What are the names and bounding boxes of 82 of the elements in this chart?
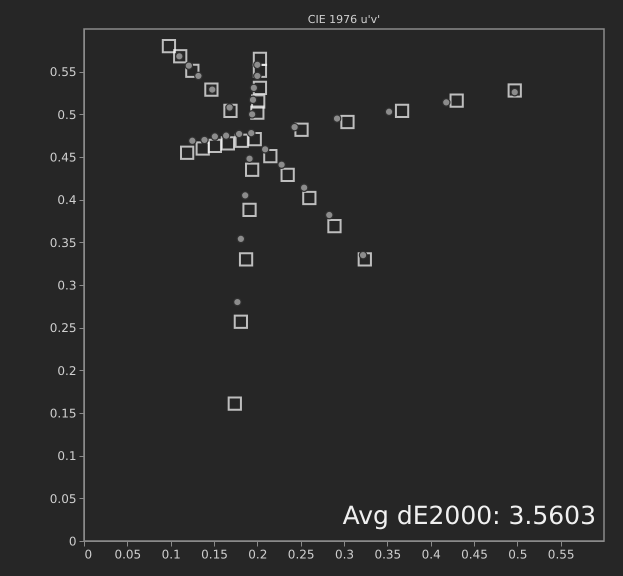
point <box>252 80 268 96</box>
point <box>248 132 262 146</box>
point <box>204 82 219 97</box>
point <box>234 130 244 138</box>
point <box>228 396 242 411</box>
point <box>248 110 256 119</box>
point <box>250 84 258 92</box>
point <box>260 145 270 154</box>
x-tick-label: 0.45 <box>461 548 488 562</box>
point <box>294 122 309 137</box>
x-tick-label: 0.1 <box>162 548 181 562</box>
point <box>242 202 257 218</box>
x-tick-label: 0.4 <box>422 548 441 562</box>
point <box>277 160 286 169</box>
point <box>208 138 222 154</box>
point <box>240 191 250 200</box>
y-tick-label: 0.4 <box>57 193 76 208</box>
point <box>234 134 249 148</box>
point <box>173 49 188 64</box>
y-tick-label: 0.05 <box>50 492 76 506</box>
point <box>384 107 394 116</box>
annotation: Avg dE2000: 3.5603 <box>342 501 596 530</box>
point <box>236 234 246 244</box>
point <box>252 52 268 66</box>
point <box>200 136 209 144</box>
x-tick-label: 0.3 <box>334 548 354 562</box>
x-tick-label: 0 <box>84 548 92 562</box>
point <box>253 72 262 80</box>
point <box>251 94 266 109</box>
y-tick-label: 0 <box>68 534 76 548</box>
y-tick-label: 0.15 <box>50 406 76 420</box>
y-tick-label: 0.2 <box>57 364 76 378</box>
x-tick-label: 0.5 <box>508 548 528 562</box>
point <box>162 38 176 54</box>
point <box>210 132 220 141</box>
point <box>450 94 464 108</box>
point <box>196 141 210 156</box>
point <box>180 146 194 160</box>
y-tick-label: 0.3 <box>57 278 76 292</box>
point <box>263 149 278 164</box>
point <box>508 83 522 98</box>
point <box>358 252 372 267</box>
chart-title: CIE 1976 u'v' <box>308 13 380 26</box>
point <box>280 168 295 182</box>
y-tick-label: 0.1 <box>57 449 76 464</box>
point <box>245 162 260 177</box>
point <box>394 104 410 118</box>
x-tick-label: 0.55 <box>548 548 575 562</box>
point <box>302 190 316 206</box>
point <box>222 131 230 140</box>
y-tick-label: 0.25 <box>50 321 76 336</box>
point <box>332 114 342 123</box>
x-tick-label: 0.05 <box>114 548 142 562</box>
point <box>188 136 197 146</box>
point <box>340 114 355 130</box>
point <box>300 183 308 192</box>
point <box>248 96 258 104</box>
point <box>223 104 238 118</box>
y-tick-label: 0.55 <box>50 65 76 80</box>
point <box>252 64 268 78</box>
y-tick-label: 0.35 <box>50 236 76 250</box>
y-tick-label: 0.45 <box>50 150 76 164</box>
x-tick-label: 0.25 <box>288 548 315 562</box>
point <box>184 61 194 70</box>
x-tick-label: 0.15 <box>201 548 228 562</box>
x-tick-label: 0.2 <box>248 548 268 562</box>
y-tick-label: 0.5 <box>57 108 76 122</box>
point <box>290 122 299 132</box>
point <box>234 314 248 329</box>
point <box>250 106 264 120</box>
point <box>442 98 451 107</box>
point <box>324 210 334 220</box>
point <box>327 218 342 234</box>
point <box>233 298 242 306</box>
point <box>246 128 256 138</box>
point <box>194 72 203 80</box>
point <box>253 60 262 70</box>
point <box>238 252 254 267</box>
point <box>185 64 200 78</box>
x-tick-label: 0.35 <box>374 548 402 562</box>
point <box>220 136 235 150</box>
point <box>245 154 254 164</box>
